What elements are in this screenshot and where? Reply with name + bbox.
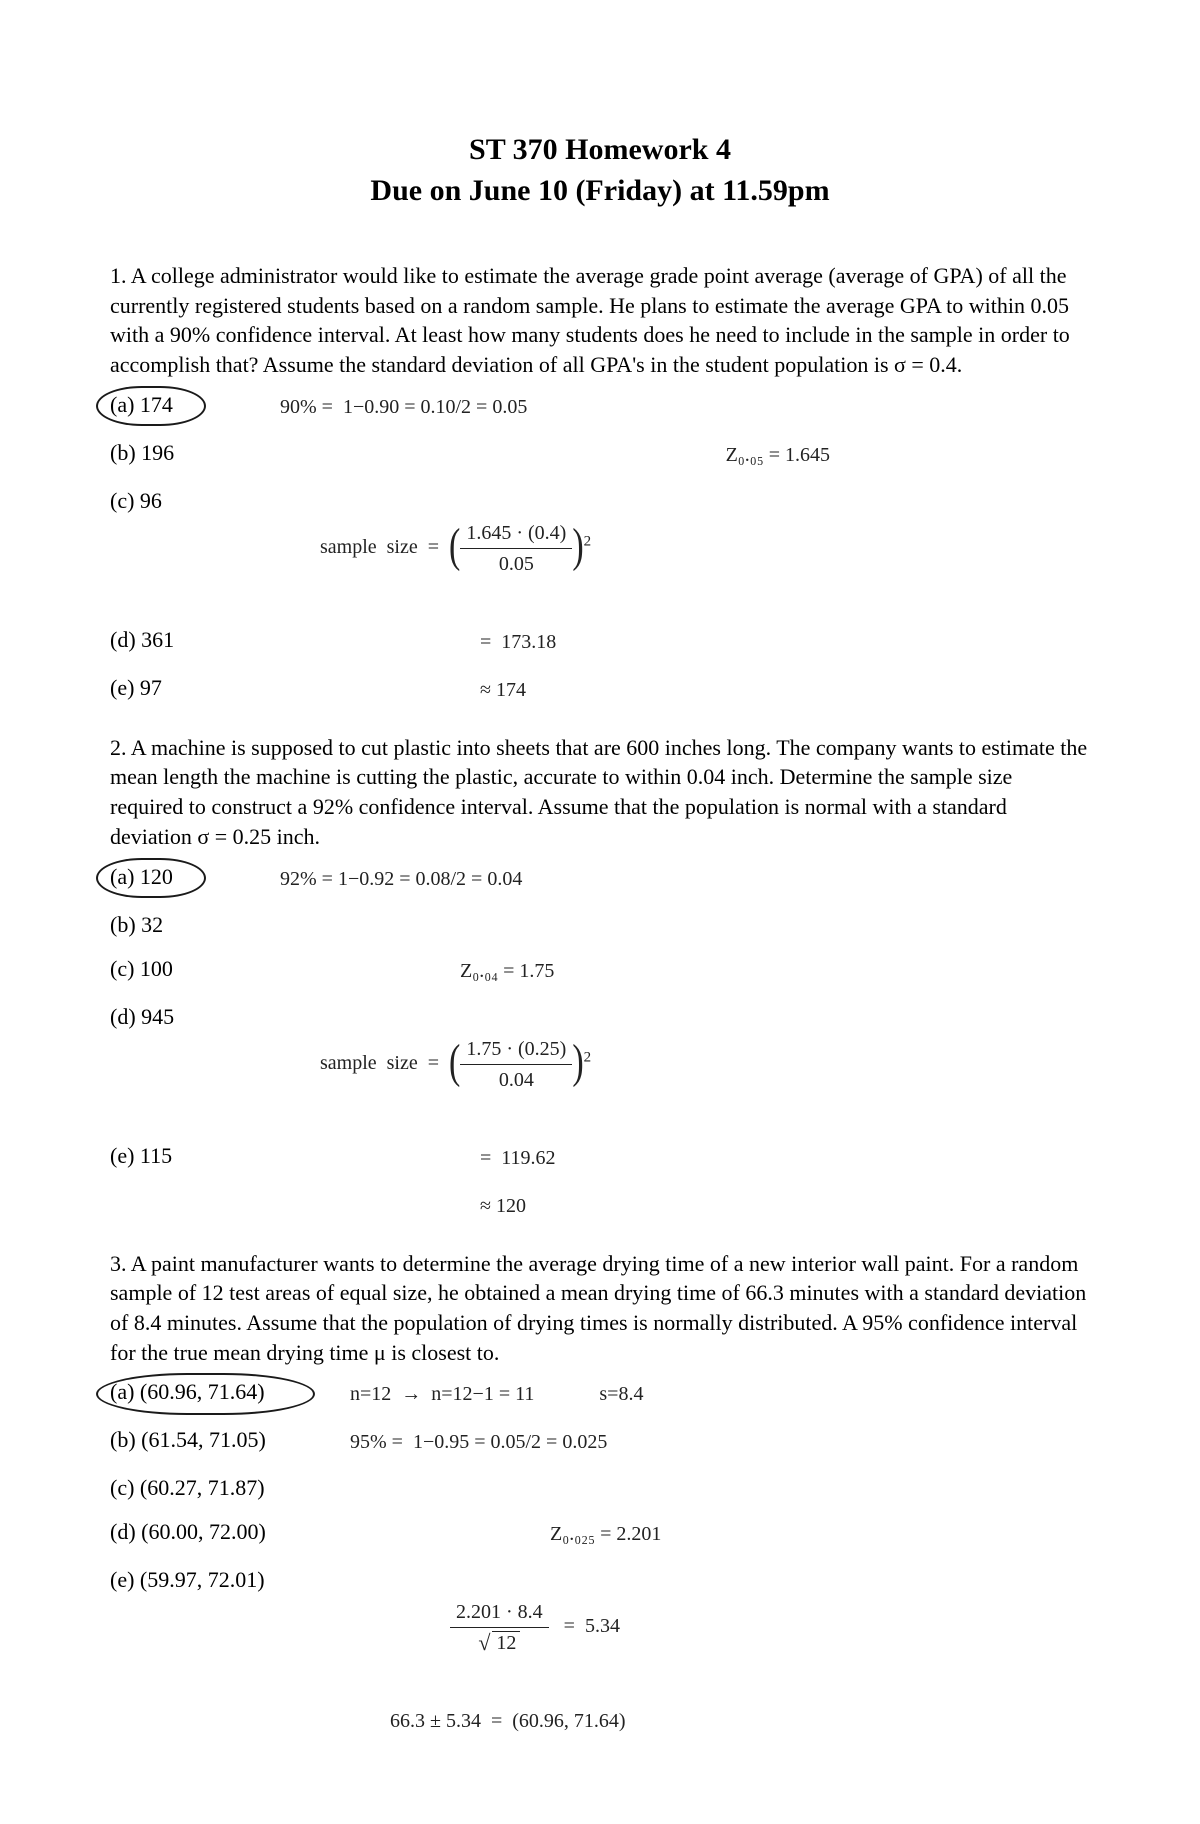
q1-frac-den: 0.05 [460,549,572,579]
q1-row-b: (b) 196 Z₀.₀₅ = 1.645 [110,440,1090,470]
open-paren-icon: ( [449,1026,460,1097]
q2-work-line3: sample size = (1.75 · (0.25)0.04)2 [280,1004,1090,1125]
q3-work-line2: 95% = 1−0.95 = 0.05/2 = 0.025 [350,1427,1090,1457]
q2-exp: 2 [584,1049,592,1065]
q1-work-line3: sample size = (1.645 · (0.4)0.05)2 [280,488,1090,609]
q3-fraction: 2.201 · 8.4 12 [450,1597,549,1658]
q2-frac-num: 1.75 · (0.25) [460,1034,572,1065]
q2-row-d: (d) 945 sample size = (1.75 · (0.25)0.04… [110,1004,1090,1125]
q3-row-final: 66.3 ± 5.34 = (60.96, 71.64) [110,1706,1090,1736]
q1-frac-num: 1.645 · (0.4) [460,518,572,549]
q2-size-pre: sample size = [320,1052,449,1074]
q1-fraction: 1.645 · (0.4)0.05 [460,518,572,579]
q1-work-line4: = 173.18 [280,627,1090,657]
q1-work-line5: ≈ 174 [280,675,1090,705]
q2-work-line5: ≈ 120 [280,1191,1090,1221]
q2-choices: (a) 120 92% = 1−0.92 = 0.08/2 = 0.04 (b)… [110,864,1090,1221]
q2-work-line4: = 119.62 [280,1143,1090,1173]
q3-work-line5: 66.3 ± 5.34 = (60.96, 71.64) [350,1706,1090,1736]
q3-row-d: (d) (60.00, 72.00) Z₀.₀₂₅ = 2.201 [110,1519,1090,1549]
q3-frac-num: 2.201 · 8.4 [450,1597,549,1628]
q3-work-line3: Z₀.₀₂₅ = 2.201 [350,1519,1090,1549]
q3-row-e: (e) (59.97, 72.01) 2.201 · 8.4 12 = 5.34 [110,1567,1090,1688]
title-block: ST 370 Homework 4 Due on June 10 (Friday… [110,130,1090,211]
q1-row-a: (a) 174 90% = 1−0.90 = 0.10/2 = 0.05 [110,392,1090,422]
q3-choices: (a) (60.96, 71.64) n=12 → n=12−1 = 11 s=… [110,1379,1090,1736]
q1-row-e: (e) 97 ≈ 174 [110,675,1090,705]
q3-radicand: 12 [492,1631,520,1654]
q1-size-pre: sample size = [320,536,449,558]
open-paren-icon: ( [449,511,460,582]
q3-choice-c: (c) (60.27, 71.87) [110,1475,350,1501]
q2-row-a: (a) 120 92% = 1−0.92 = 0.08/2 = 0.04 [110,864,1090,894]
q3-eq-margin: = 5.34 [564,1615,620,1637]
q2-choice-c: (c) 100 [110,956,280,982]
close-paren-icon: ) [572,511,583,582]
q2-text: 2. A machine is supposed to cut plastic … [110,733,1090,852]
q2-choice-a: (a) 120 [110,864,280,890]
q2-choice-d: (d) 945 [110,1004,280,1030]
title-line-1: ST 370 Homework 4 [110,130,1090,171]
q2-row-e: (e) 115 = 119.62 [110,1143,1090,1173]
q2-work-line2: Z₀.₀₄ = 1.75 [280,956,1090,986]
q2-choice-e: (e) 115 [110,1143,280,1169]
q1-work-line1: 90% = 1−0.90 = 0.10/2 = 0.05 [280,392,1090,422]
q1-choices: (a) 174 90% = 1−0.90 = 0.10/2 = 0.05 (b)… [110,392,1090,705]
q3-text: 3. A paint manufacturer wants to determi… [110,1249,1090,1368]
q3-choice-a: (a) (60.96, 71.64) [110,1379,350,1405]
q2-fraction: 1.75 · (0.25)0.04 [460,1034,572,1095]
q2-row-b: (b) 32 [110,912,1090,938]
q1-row-c: (c) 96 sample size = (1.645 · (0.4)0.05)… [110,488,1090,609]
q1-choice-e: (e) 97 [110,675,280,701]
title-line-2: Due on June 10 (Friday) at 11.59pm [110,171,1090,212]
q3-work-margin: 2.201 · 8.4 12 = 5.34 [350,1567,1090,1688]
q2-frac-den: 0.04 [460,1065,572,1095]
q3-row-a: (a) (60.96, 71.64) n=12 → n=12−1 = 11 s=… [110,1379,1090,1409]
q2-row-c: (c) 100 Z₀.₀₄ = 1.75 [110,956,1090,986]
q1-exp: 2 [584,533,592,549]
sqrt-icon: 12 [478,1628,520,1658]
q1-choice-c: (c) 96 [110,488,280,514]
q3-row-c: (c) (60.27, 71.87) [110,1475,1090,1501]
q1-choice-d: (d) 361 [110,627,280,653]
q1-text: 1. A college administrator would like to… [110,261,1090,380]
q1-choice-a: (a) 174 [110,392,280,418]
q3-choice-d: (d) (60.00, 72.00) [110,1519,350,1545]
q3-choice-e: (e) (59.97, 72.01) [110,1567,350,1593]
page: ST 370 Homework 4 Due on June 10 (Friday… [0,0,1200,1824]
q2-work-line1: 92% = 1−0.92 = 0.08/2 = 0.04 [280,864,1090,894]
q1-work-line2: Z₀.₀₅ = 1.645 [280,440,1090,470]
q3-frac-den: 12 [450,1628,549,1658]
q3-choice-b: (b) (61.54, 71.05) [110,1427,350,1453]
q1-choice-b: (b) 196 [110,440,280,466]
q3-work-line1: n=12 → n=12−1 = 11 s=8.4 [350,1379,1090,1409]
close-paren-icon: ) [572,1026,583,1097]
q1-row-d: (d) 361 = 173.18 [110,627,1090,657]
q3-row-b: (b) (61.54, 71.05) 95% = 1−0.95 = 0.05/2… [110,1427,1090,1457]
q2-choice-b: (b) 32 [110,912,280,938]
q2-row-ans: ≈ 120 [110,1191,1090,1221]
